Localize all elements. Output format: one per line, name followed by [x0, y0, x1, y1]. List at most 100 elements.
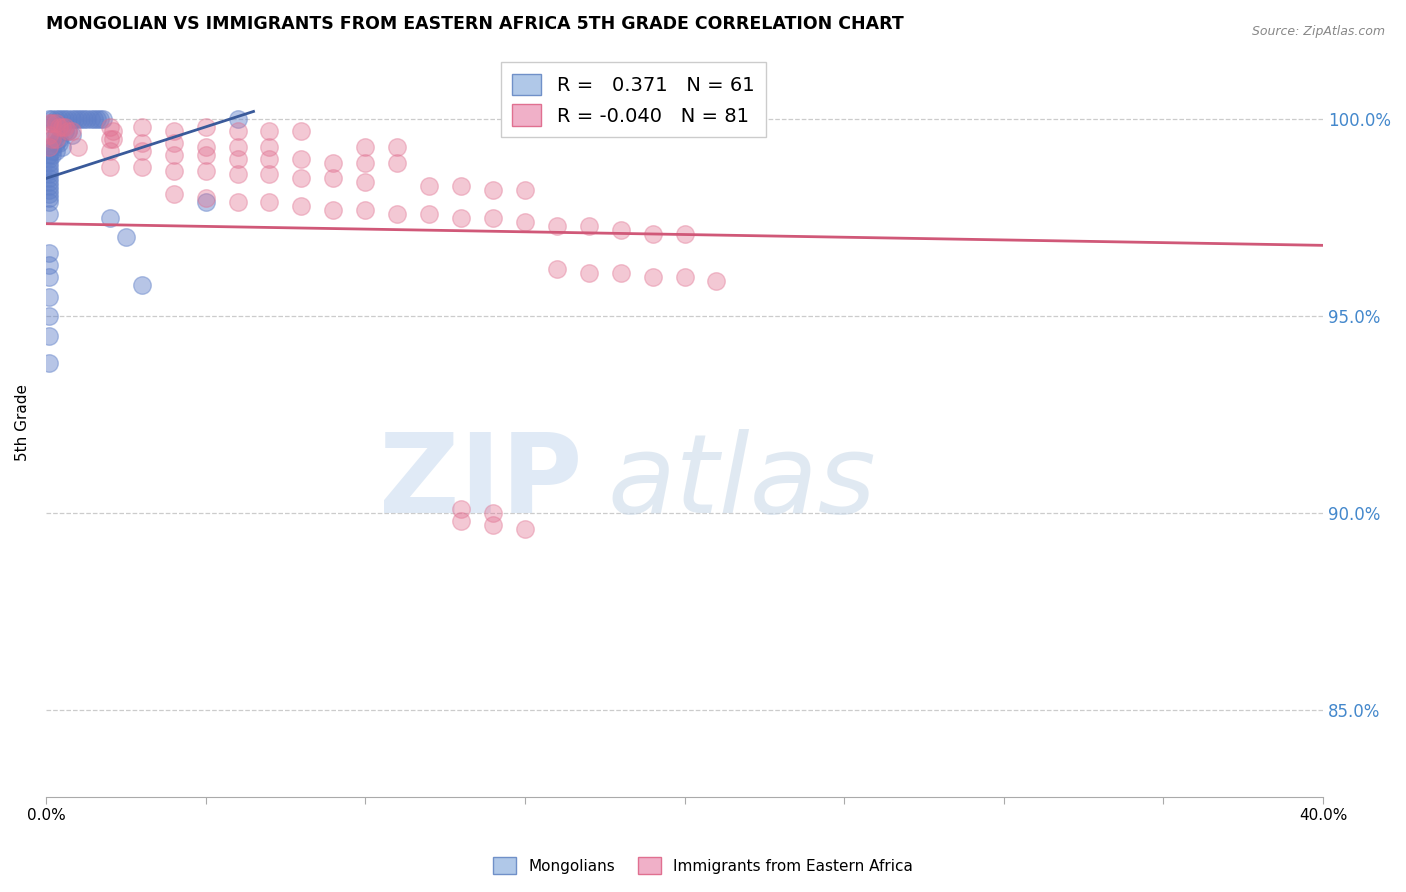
Point [418, 179, 440, 194]
Point [38, 155, 60, 169]
Point [93, 112, 115, 127]
Point [578, 219, 600, 233]
Point [45, 116, 67, 130]
Point [66, 112, 89, 127]
Point [513, 215, 536, 229]
Point [194, 140, 217, 154]
Point [38, 329, 60, 343]
Point [38, 171, 60, 186]
Point [354, 140, 377, 154]
Point [79, 112, 101, 127]
Point [58, 112, 80, 127]
Point [98, 120, 121, 135]
Point [60, 128, 83, 142]
Point [38, 112, 60, 127]
Point [418, 207, 440, 221]
Point [98, 211, 121, 225]
Point [98, 132, 121, 146]
Point [163, 124, 186, 138]
Point [41, 116, 63, 130]
Legend: R =   0.371   N = 61, R = -0.040   N = 81: R = 0.371 N = 61, R = -0.040 N = 81 [501, 62, 766, 137]
Y-axis label: 5th Grade: 5th Grade [15, 384, 30, 461]
Point [290, 171, 312, 186]
Point [38, 194, 60, 209]
Point [63, 112, 86, 127]
Point [673, 269, 696, 284]
Point [41, 116, 63, 130]
Point [131, 144, 153, 158]
Point [194, 148, 217, 162]
Point [101, 132, 124, 146]
Point [163, 136, 186, 150]
Point [98, 160, 121, 174]
Point [226, 140, 249, 154]
Point [513, 183, 536, 197]
Point [41, 144, 63, 158]
Point [290, 124, 312, 138]
Text: MONGOLIAN VS IMMIGRANTS FROM EASTERN AFRICA 5TH GRADE CORRELATION CHART: MONGOLIAN VS IMMIGRANTS FROM EASTERN AFR… [46, 15, 904, 33]
Point [38, 148, 60, 162]
Point [45, 128, 67, 142]
Point [482, 506, 505, 520]
Point [163, 187, 186, 202]
Point [41, 132, 63, 146]
Point [101, 124, 124, 138]
Point [48, 120, 70, 135]
Point [38, 168, 60, 182]
Point [38, 289, 60, 303]
Point [673, 227, 696, 241]
Point [131, 120, 153, 135]
Point [114, 230, 136, 244]
Point [38, 116, 60, 130]
Point [38, 160, 60, 174]
Point [51, 120, 73, 135]
Point [38, 128, 60, 142]
Point [86, 112, 108, 127]
Point [38, 140, 60, 154]
Point [70, 112, 93, 127]
Point [354, 202, 377, 217]
Point [226, 168, 249, 182]
Point [290, 199, 312, 213]
Point [58, 124, 80, 138]
Point [706, 274, 728, 288]
Point [66, 140, 89, 154]
Point [482, 183, 505, 197]
Point [163, 148, 186, 162]
Point [546, 219, 568, 233]
Point [38, 258, 60, 272]
Point [259, 194, 281, 209]
Point [48, 132, 70, 146]
Point [385, 140, 408, 154]
Point [38, 183, 60, 197]
Point [641, 227, 664, 241]
Point [45, 116, 67, 130]
Point [194, 120, 217, 135]
Point [98, 144, 121, 158]
Point [131, 277, 153, 292]
Point [259, 140, 281, 154]
Point [38, 269, 60, 284]
Point [194, 191, 217, 205]
Point [45, 144, 67, 158]
Point [41, 148, 63, 162]
Legend: Mongolians, Immigrants from Eastern Africa: Mongolians, Immigrants from Eastern Afri… [486, 851, 920, 880]
Point [322, 202, 344, 217]
Point [322, 171, 344, 186]
Point [60, 124, 83, 138]
Point [226, 124, 249, 138]
Point [354, 175, 377, 189]
Point [609, 222, 631, 236]
Point [38, 356, 60, 370]
Point [53, 120, 76, 135]
Point [163, 163, 186, 178]
Point [53, 112, 76, 127]
Point [83, 112, 105, 127]
Point [385, 207, 408, 221]
Point [513, 522, 536, 536]
Point [41, 132, 63, 146]
Point [578, 266, 600, 280]
Point [546, 262, 568, 277]
Point [322, 155, 344, 169]
Point [259, 124, 281, 138]
